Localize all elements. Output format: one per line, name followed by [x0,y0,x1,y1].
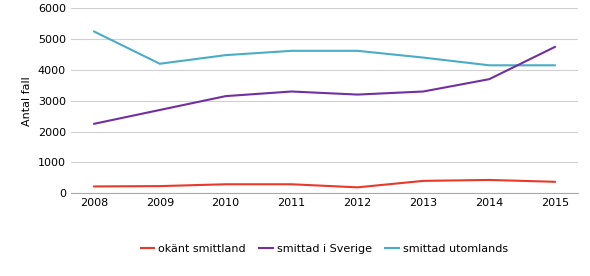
Y-axis label: Antal fall: Antal fall [22,76,32,126]
Legend: okänt smittland, smittad i Sverige, smittad utomlands: okänt smittland, smittad i Sverige, smit… [136,240,513,258]
